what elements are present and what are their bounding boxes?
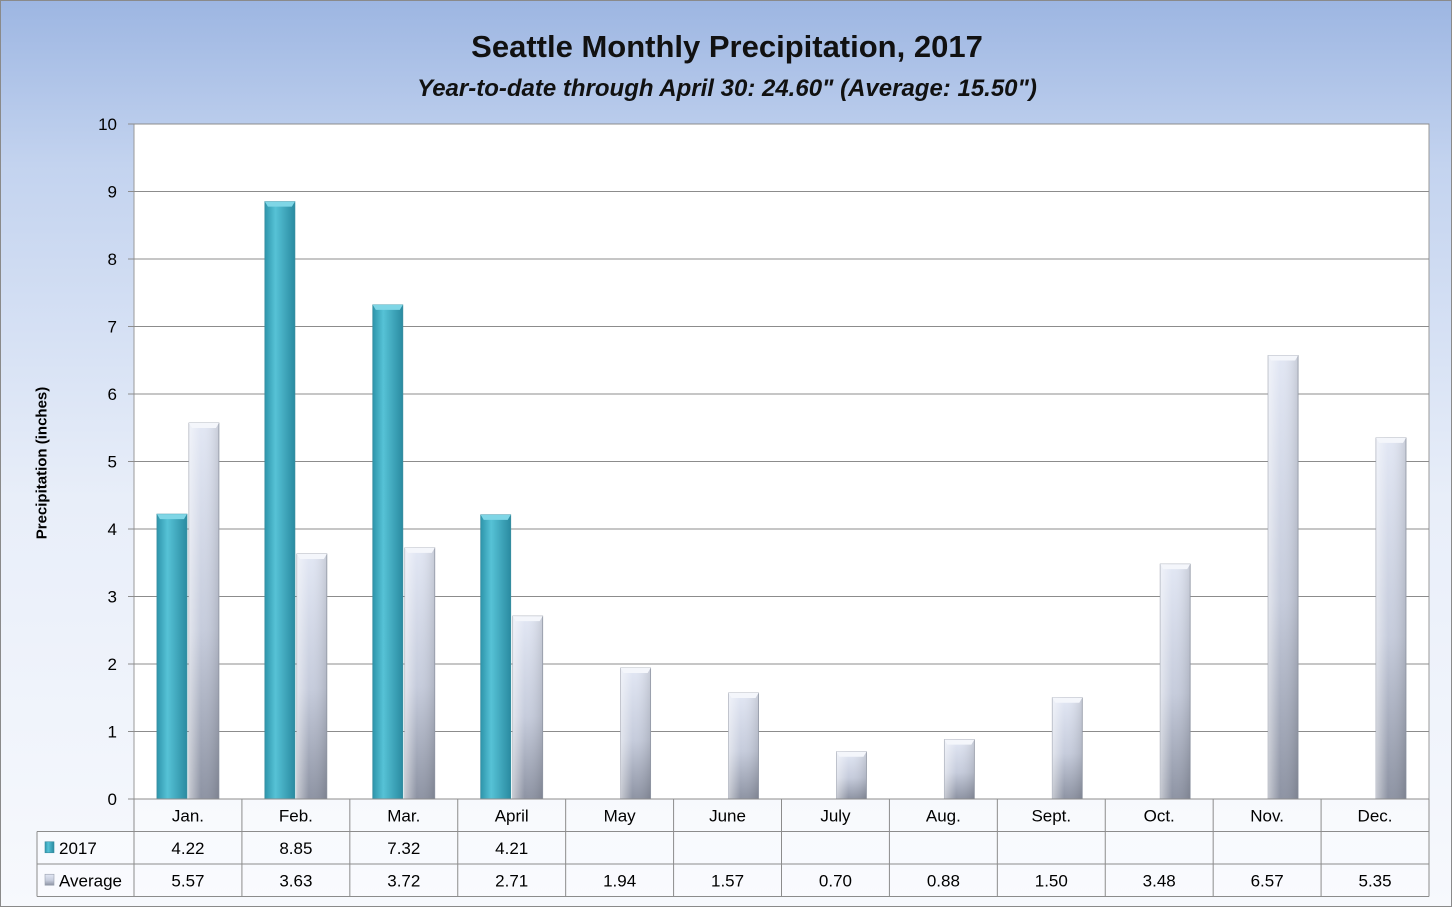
bar-average-shade [404,547,435,799]
plot-area: 0 1 2 3 4 5 6 7 8 9 10 [98,115,1430,809]
x-tick-label: June [709,806,746,825]
y-tick-label: 9 [108,183,117,202]
chart-title: Seattle Monthly Precipitation, 2017 [471,29,983,64]
bar-average-cap [620,668,651,674]
bar-average-shade [944,739,975,799]
y-tick-label: 5 [108,453,117,472]
data-label-average: 5.57 [171,871,204,890]
bar-average-shade [1052,697,1083,799]
x-tick-label: Oct. [1144,806,1175,825]
x-tick-label: Mar. [387,806,420,825]
bar-2017-body [372,304,404,800]
bar-average [296,553,328,800]
x-tick-label: Sept. [1031,806,1071,825]
y-tick-label: 4 [108,520,117,539]
data-label-average: 3.48 [1143,871,1176,890]
bar-2017 [480,514,512,800]
y-tick-label: 1 [108,723,117,742]
bar-average-shade [1376,437,1407,799]
bar-average-cap [188,423,219,429]
bar-average [404,547,436,800]
bar-average-shade [836,751,867,799]
data-label-average: 0.70 [819,871,852,890]
bar-2017 [264,201,296,800]
bar-average-shade [620,668,651,799]
bar-average-shade [728,693,759,799]
data-label-2017: 7.32 [387,839,420,858]
x-tick-label: Feb. [279,806,313,825]
bar-average-shade [188,423,219,799]
y-tick-label: 3 [108,588,117,607]
bar-average-cap [404,547,435,553]
x-tick-label: April [495,806,529,825]
bar-average [1051,697,1083,800]
bar-2017 [156,513,188,800]
chart-subtitle: Year-to-date through April 30: 24.60" (A… [417,75,1037,102]
data-label-average: 2.71 [495,871,528,890]
bar-average [1267,355,1299,800]
bar-average-cap [1160,564,1191,570]
bar-average-cap [1052,697,1083,703]
bar-average-cap [836,751,867,757]
bar-2017-body [156,513,188,800]
data-label-average: 3.72 [387,871,420,890]
bar-average [188,422,220,800]
bar-average [1375,437,1407,800]
bar-2017-cap [480,514,511,520]
bar-average-cap [1376,437,1407,443]
x-tick-label: July [820,806,851,825]
bar-average-shade [512,616,543,799]
y-tick-label: 8 [108,250,117,269]
data-label-2017: 4.21 [495,839,528,858]
data-label-average: 1.57 [711,871,744,890]
bar-2017-cap [156,514,187,520]
legend-key-average [44,873,55,886]
bar-average [620,667,652,800]
bar-average-cap [944,739,975,745]
data-label-average: 1.50 [1035,871,1068,890]
bar-average [728,692,759,800]
bar-2017-body [264,201,296,800]
y-tick-label: 10 [98,115,117,134]
legend-key-2017 [44,841,55,854]
x-tick-label: Aug. [926,806,961,825]
bar-average-cap [728,693,759,699]
bar-average-cap [296,553,327,559]
bar-average-shade [1160,564,1191,799]
y-tick-label: 2 [108,655,117,674]
y-tick-label: 7 [108,318,117,337]
data-label-average: 3.63 [279,871,312,890]
data-label-average: 1.94 [603,871,636,890]
data-label-average: 5.35 [1358,871,1391,890]
x-tick-label: May [604,806,637,825]
y-tick-label: 0 [108,790,117,809]
bar-average [1159,563,1191,800]
x-tick-label: Jan. [172,806,204,825]
bar-average-shade [1268,355,1299,799]
data-label-average: 6.57 [1251,871,1284,890]
x-tick-label: Nov. [1250,806,1284,825]
data-label-average: 0.88 [927,871,960,890]
data-table: Jan. Feb. Mar. April May June July Aug. Sept. Oct… [36,798,1430,897]
data-label-2017: 8.85 [279,839,312,858]
bar-2017 [372,304,404,800]
legend-label-2017: 2017 [59,839,97,858]
bar-average-cap [1268,355,1299,361]
bar-2017-cap [372,304,403,310]
bar-average-shade [296,553,327,799]
data-label-2017: 4.22 [171,839,204,858]
bar-2017-cap [264,201,295,207]
bar-2017-body [480,514,512,800]
bar-average-cap [512,616,543,622]
bar-average [512,615,544,800]
bar-average [943,739,975,800]
x-tick-label: Dec. [1358,806,1393,825]
legend-label-average: Average [59,871,122,890]
y-tick-label: 6 [108,385,117,404]
bar-average [836,751,867,800]
